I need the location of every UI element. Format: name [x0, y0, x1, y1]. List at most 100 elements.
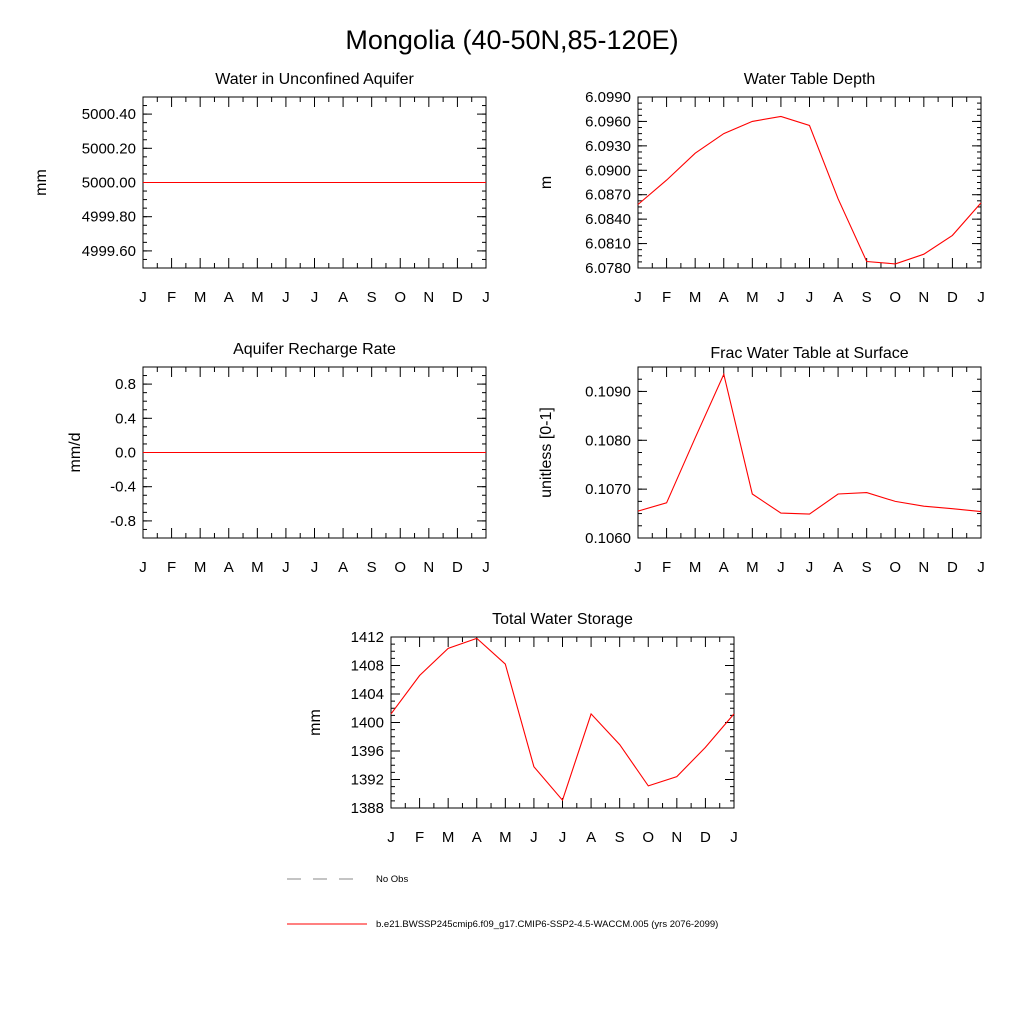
- x-tick-label: F: [662, 289, 671, 306]
- y-tick-label: 5000.00: [82, 175, 136, 192]
- x-tick-label: O: [889, 289, 901, 306]
- x-tick-label: J: [311, 289, 319, 306]
- y-tick-label: 1396: [351, 743, 384, 760]
- y-tick-label: 6.0900: [585, 162, 631, 179]
- x-tick-label: A: [224, 289, 234, 306]
- x-tick-label: J: [311, 559, 319, 576]
- x-tick-label: N: [423, 559, 434, 576]
- x-tick-label: S: [862, 559, 872, 576]
- x-tick-label: J: [282, 559, 290, 576]
- y-tick-label: 0.1060: [585, 530, 631, 547]
- y-tick-label: 6.0840: [585, 211, 631, 228]
- x-tick-label: A: [338, 559, 348, 576]
- y-tick-label: 1404: [351, 686, 384, 703]
- x-tick-label: O: [394, 559, 406, 576]
- x-tick-label: A: [833, 289, 843, 306]
- y-tick-label: 6.0990: [585, 89, 631, 106]
- y-tick-label: 6.0780: [585, 260, 631, 277]
- x-tick-label: D: [700, 829, 711, 846]
- y-tick-label: 6.0810: [585, 236, 631, 253]
- x-tick-label: N: [918, 289, 929, 306]
- panel-title: Water in Unconfined Aquifer: [215, 71, 414, 88]
- x-tick-label: M: [689, 559, 702, 576]
- plot-frame: [637, 366, 982, 539]
- x-tick-label: M: [194, 559, 207, 576]
- y-tick-label: 0.1090: [585, 383, 631, 400]
- x-tick-label: N: [918, 559, 929, 576]
- y-tick-label: 5000.20: [82, 140, 136, 157]
- x-tick-label: O: [642, 829, 654, 846]
- y-tick-label: 4999.80: [82, 209, 136, 226]
- x-tick-label: A: [586, 829, 596, 846]
- x-tick-label: J: [139, 289, 147, 306]
- x-tick-label: F: [415, 829, 424, 846]
- x-tick-label: D: [452, 289, 463, 306]
- x-tick-label: A: [338, 289, 348, 306]
- panel-title: Aquifer Recharge Rate: [233, 341, 396, 358]
- series-line-model: [390, 637, 735, 802]
- y-tick-label: 0.1080: [585, 432, 631, 449]
- x-tick-label: N: [671, 829, 682, 846]
- x-tick-label: J: [806, 289, 814, 306]
- y-tick-label: -0.8: [110, 513, 136, 530]
- panel-frac-water-table-at-surface: Frac Water Table at Surface unitless [0-1…: [538, 345, 985, 576]
- plot-frame: [637, 96, 982, 269]
- y-tick-label: 6.0960: [585, 113, 631, 130]
- x-tick-label: J: [482, 289, 490, 306]
- y-tick-label: 4999.60: [82, 243, 136, 260]
- legend: No Obs b.e21.BWSSP245cmip6.f09_g17.CMIP6…: [287, 874, 718, 930]
- plot-frame: [390, 636, 735, 809]
- x-tick-label: M: [746, 559, 759, 576]
- x-tick-label: M: [251, 289, 264, 306]
- x-tick-label: J: [777, 289, 785, 306]
- series-line-model: [637, 115, 982, 265]
- x-tick-label: F: [662, 559, 671, 576]
- series-line-model: [637, 372, 982, 515]
- x-tick-label: M: [442, 829, 455, 846]
- x-tick-label: D: [947, 559, 958, 576]
- x-tick-label: O: [889, 559, 901, 576]
- x-tick-label: J: [634, 559, 642, 576]
- x-tick-label: S: [367, 289, 377, 306]
- x-tick-label: N: [423, 289, 434, 306]
- x-tick-label: A: [472, 829, 482, 846]
- x-tick-label: M: [689, 289, 702, 306]
- x-tick-label: A: [719, 289, 729, 306]
- x-tick-label: J: [634, 289, 642, 306]
- y-tick-label: 0.8: [115, 376, 136, 393]
- y-axis-label: mm/d: [67, 433, 84, 473]
- panel-title: Water Table Depth: [744, 71, 876, 88]
- x-tick-label: M: [499, 829, 512, 846]
- y-axis-label: unitless [0-1]: [538, 407, 555, 498]
- x-tick-label: J: [777, 559, 785, 576]
- figure-title: Mongolia (40-50N,85-120E): [345, 25, 678, 55]
- x-tick-label: M: [194, 289, 207, 306]
- x-tick-label: J: [559, 829, 567, 846]
- x-tick-label: J: [482, 559, 490, 576]
- x-tick-label: J: [387, 829, 395, 846]
- y-tick-label: 1408: [351, 658, 384, 675]
- y-axis-label: mm: [307, 709, 324, 736]
- y-tick-label: 5000.40: [82, 106, 136, 123]
- panel-title: Total Water Storage: [492, 611, 633, 628]
- legend-obs-label: No Obs: [376, 874, 408, 885]
- y-tick-label: 1388: [351, 800, 384, 817]
- x-tick-label: J: [977, 289, 985, 306]
- x-tick-label: F: [167, 289, 176, 306]
- y-tick-label: 0.4: [115, 410, 136, 427]
- y-tick-label: -0.4: [110, 479, 136, 496]
- x-tick-label: J: [730, 829, 738, 846]
- x-tick-label: S: [367, 559, 377, 576]
- x-tick-label: F: [167, 559, 176, 576]
- y-tick-label: 0.1070: [585, 481, 631, 498]
- x-tick-label: M: [251, 559, 264, 576]
- x-tick-label: J: [977, 559, 985, 576]
- legend-model-label: b.e21.BWSSP245cmip6.f09_g17.CMIP6-SSP2-4…: [376, 919, 718, 930]
- y-tick-label: 0.0: [115, 445, 136, 462]
- panel-title: Frac Water Table at Surface: [710, 345, 908, 362]
- x-tick-label: A: [224, 559, 234, 576]
